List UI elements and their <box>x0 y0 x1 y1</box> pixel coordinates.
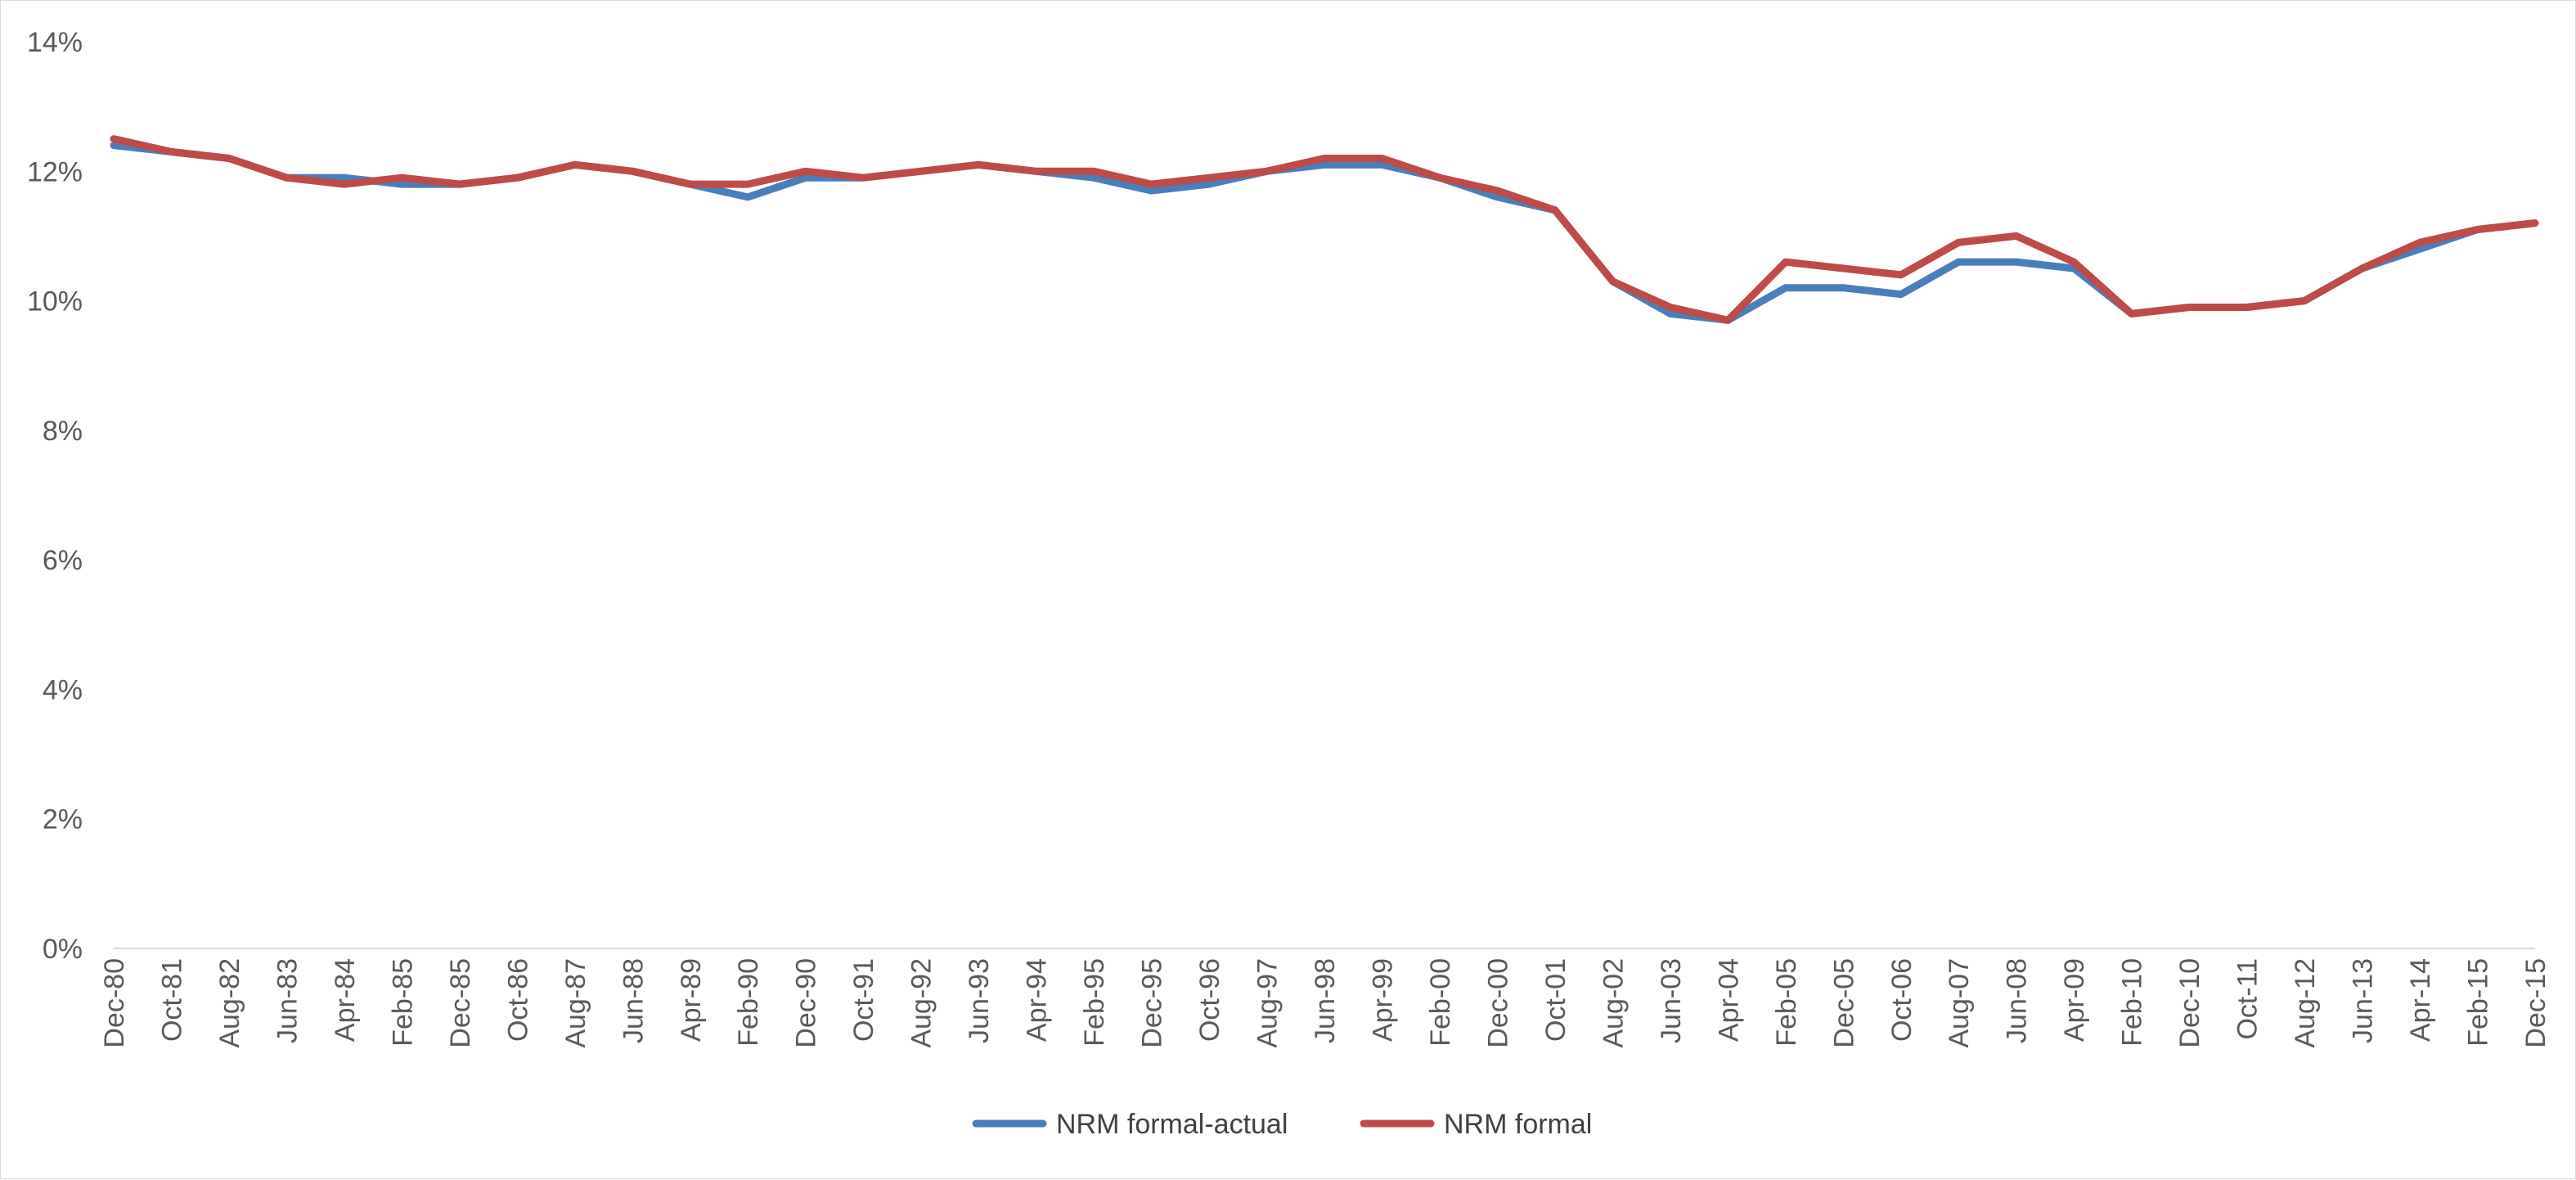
x-tick-label: Aug-07 <box>1944 958 1975 1048</box>
x-tick-label: Oct-06 <box>1886 958 1917 1042</box>
x-tick-label: Feb-95 <box>1079 958 1110 1047</box>
x-tick-label: Jun-08 <box>2002 958 2033 1043</box>
x-tick-label: Dec-90 <box>791 958 822 1048</box>
legend-label-1: NRM formal-actual <box>1056 1109 1288 1140</box>
x-tick-label: Feb-90 <box>733 958 764 1047</box>
y-tick-label: 2% <box>43 804 83 835</box>
x-tick-label: Dec-00 <box>1482 958 1513 1048</box>
series-layer <box>110 135 2539 324</box>
x-tick-label: Dec-85 <box>445 958 476 1048</box>
y-tick-label: 0% <box>43 934 83 965</box>
x-tick-label: Jun-93 <box>964 958 995 1043</box>
y-axis-ticks: 0% 2% 4% 6% 8% 10% 12% 14% <box>27 27 83 965</box>
x-tick-label: Jun-03 <box>1656 958 1687 1043</box>
x-tick-label: Oct-96 <box>1194 958 1225 1042</box>
x-tick-label: Dec-10 <box>2174 958 2205 1048</box>
x-tick-label: Dec-80 <box>99 958 130 1048</box>
x-tick-label: Aug-12 <box>2290 958 2321 1048</box>
x-tick-label: Oct-91 <box>848 958 879 1042</box>
y-tick-label: 14% <box>27 27 83 58</box>
x-tick-label: Jun-13 <box>2348 958 2379 1043</box>
x-tick-label: Oct-11 <box>2232 958 2264 1040</box>
x-tick-label: Aug-97 <box>1252 958 1284 1048</box>
x-tick-label: Oct-81 <box>156 958 187 1042</box>
x-tick-label: Aug-87 <box>560 958 591 1048</box>
x-tick-label: Feb-05 <box>1771 958 1802 1047</box>
x-tick-label: Apr-94 <box>1022 958 1053 1042</box>
x-tick-label: Apr-14 <box>2405 958 2436 1042</box>
x-tick-label: Apr-09 <box>2059 958 2090 1042</box>
x-tick-label: Aug-82 <box>214 958 245 1048</box>
x-tick-label: Dec-15 <box>2520 958 2551 1048</box>
x-tick-label: Apr-84 <box>330 958 361 1042</box>
y-tick-label: 6% <box>43 545 83 576</box>
x-tick-label: Feb-10 <box>2117 958 2148 1047</box>
x-tick-label: Oct-01 <box>1540 958 1571 1042</box>
y-tick-label: 10% <box>27 286 83 318</box>
x-tick-label: Feb-85 <box>387 958 418 1047</box>
x-tick-label: Dec-05 <box>1828 958 1859 1048</box>
x-tick-label: Apr-99 <box>1367 958 1398 1042</box>
y-tick-label: 8% <box>43 416 83 447</box>
x-axis-ticks: Dec-80 Oct-81 Aug-82 Jun-83 Apr-84 Feb-85 Dec-… <box>99 958 2551 1048</box>
x-tick-label: Aug-02 <box>1598 958 1629 1048</box>
y-tick-label: 4% <box>43 674 83 705</box>
x-tick-label: Apr-89 <box>676 958 707 1042</box>
y-tick-label: 12% <box>27 156 83 187</box>
x-tick-label: Jun-88 <box>618 958 649 1043</box>
x-tick-label: Jun-98 <box>1310 958 1341 1043</box>
x-tick-label: Feb-15 <box>2463 958 2494 1047</box>
legend-label-2: NRM formal <box>1444 1109 1592 1140</box>
x-tick-label: Jun-83 <box>272 958 303 1043</box>
x-tick-label: Apr-04 <box>1713 958 1744 1042</box>
x-tick-label: Dec-95 <box>1137 958 1168 1048</box>
series-line-1 <box>110 142 2539 324</box>
x-tick-label: Aug-92 <box>906 958 937 1048</box>
legend: NRM formal-actual NRM formal <box>972 1109 1592 1140</box>
x-tick-label: Feb-00 <box>1425 958 1456 1047</box>
series-line-2 <box>110 135 2539 324</box>
x-tick-label: Oct-86 <box>502 958 533 1042</box>
